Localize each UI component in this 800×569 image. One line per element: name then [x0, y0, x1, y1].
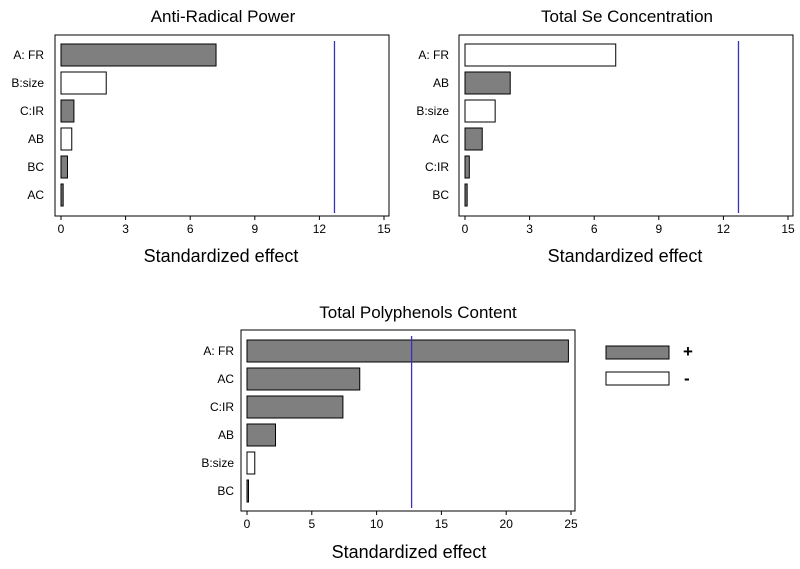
x-axis-label: Standardized effect [144, 246, 299, 266]
legend-swatch-positive [605, 345, 670, 360]
bar-ab [60, 127, 73, 151]
category-label: BC [432, 188, 449, 202]
bar-bc [464, 183, 468, 207]
category-label: C:IR [425, 160, 449, 174]
x-tick-label: 15 [781, 222, 795, 236]
bar-b-size [246, 451, 256, 475]
x-tick-label: 5 [308, 517, 315, 531]
category-label: A: FR [203, 344, 234, 358]
x-tick-label: 6 [591, 222, 598, 236]
x-tick-label: 15 [377, 222, 391, 236]
bar-bc [246, 479, 249, 503]
legend-label-positive: + [683, 342, 693, 361]
x-tick-label: 3 [122, 222, 129, 236]
x-tick-label: 9 [251, 222, 258, 236]
legend: + - [605, 342, 693, 388]
bar-a-fr [60, 43, 217, 67]
category-label: AC [432, 132, 449, 146]
x-tick-label: 0 [462, 222, 469, 236]
plot-frame [54, 34, 390, 217]
bar-ac [60, 183, 64, 207]
category-label: BC [27, 160, 44, 174]
bar-bc [60, 155, 68, 179]
x-tick-label: 10 [370, 517, 384, 531]
category-label: A: FR [418, 48, 449, 62]
x-tick-label: 6 [187, 222, 194, 236]
bar-ab [464, 71, 511, 95]
category-label: BC [217, 484, 234, 498]
chart-title: Total Se Concentration [541, 7, 713, 26]
x-tick-label: 0 [58, 222, 65, 236]
category-label: A: FR [13, 48, 44, 62]
bar-ac [246, 367, 361, 391]
category-label: AB [28, 132, 44, 146]
category-label: C:IR [20, 104, 44, 118]
bar-c-ir [246, 395, 344, 419]
bar-c-ir [464, 155, 470, 179]
bar-b-size [464, 99, 496, 123]
chart-title: Anti-Radical Power [151, 7, 296, 26]
category-label: B:size [201, 456, 234, 470]
bar-a-fr [246, 339, 569, 363]
bar-c-ir [60, 99, 75, 123]
x-tick-label: 12 [717, 222, 731, 236]
legend-swatch-negative [605, 371, 670, 386]
x-tick-label: 20 [500, 517, 514, 531]
legend-label-negative: - [684, 369, 690, 388]
plot-frame [458, 34, 794, 217]
bar-a-fr [464, 43, 617, 67]
chart-total-polyphenols-content: Total Polyphenols Content A: FR AC C:IR AB B… [201, 303, 578, 562]
x-tick-label: 12 [313, 222, 327, 236]
category-label: B:size [416, 104, 449, 118]
plot-frame [240, 329, 576, 512]
category-label: AB [218, 428, 234, 442]
bar-ab [246, 423, 277, 447]
x-tick-label: 15 [435, 517, 449, 531]
category-label: C:IR [210, 400, 234, 414]
category-label: AC [217, 372, 234, 386]
bar-ac [464, 127, 483, 151]
chart-title: Total Polyphenols Content [319, 303, 517, 322]
x-tick-label: 25 [564, 517, 578, 531]
x-axis-label: Standardized effect [548, 246, 703, 266]
chart-total-se-concentration: Total Se Concentration A: FR AB B:size AC C:… [416, 7, 795, 266]
x-tick-label: 0 [244, 517, 251, 531]
category-label: B:size [11, 76, 44, 90]
x-tick-label: 9 [655, 222, 662, 236]
x-tick-label: 3 [526, 222, 533, 236]
bar-b-size [60, 71, 107, 95]
chart-anti-radical-power: Anti-Radical Power A: FR B:size C:IR AB BC AC… [11, 7, 391, 266]
category-label: AB [433, 76, 449, 90]
x-axis-label: Standardized effect [332, 542, 487, 562]
category-label: AC [27, 188, 44, 202]
